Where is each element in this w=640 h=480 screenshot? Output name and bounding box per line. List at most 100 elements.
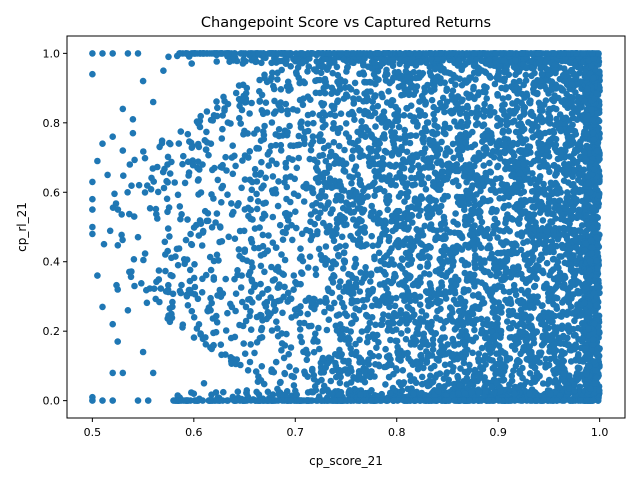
scatter-point xyxy=(315,324,322,332)
scatter-point xyxy=(373,266,381,274)
scatter-point xyxy=(403,148,411,156)
scatter-point xyxy=(232,89,240,97)
scatter-point xyxy=(506,288,513,296)
scatter-point xyxy=(134,233,142,241)
scatter-point xyxy=(321,89,329,97)
scatter-point xyxy=(336,212,344,219)
scatter-point xyxy=(167,140,174,148)
scatter-point xyxy=(249,263,256,271)
scatter-point xyxy=(232,290,240,298)
scatter-point xyxy=(229,142,236,149)
scatter-point xyxy=(487,356,494,364)
scatter-point xyxy=(557,340,564,347)
scatter-point xyxy=(400,82,407,89)
scatter-point xyxy=(154,163,161,171)
scatter-point xyxy=(547,244,554,252)
scatter-point xyxy=(282,159,290,167)
scatter-point xyxy=(395,207,403,215)
scatter-point xyxy=(241,246,249,253)
scatter-point xyxy=(550,286,558,293)
scatter-point xyxy=(536,359,543,366)
scatter-point xyxy=(341,168,349,175)
scatter-point xyxy=(451,95,459,103)
scatter-point xyxy=(208,391,215,399)
scatter-point xyxy=(312,330,319,338)
scatter-point xyxy=(575,176,582,184)
scatter-point xyxy=(334,129,342,137)
scatter-point xyxy=(371,109,379,117)
scatter-point xyxy=(568,310,576,317)
scatter-point xyxy=(479,132,487,140)
scatter-point xyxy=(575,279,583,286)
scatter-point xyxy=(548,189,555,196)
scatter-point xyxy=(437,298,444,305)
scatter-point xyxy=(514,68,521,76)
scatter-point xyxy=(404,261,412,269)
scatter-point xyxy=(449,309,456,316)
scatter-point xyxy=(415,322,423,330)
scatter-point xyxy=(457,365,464,372)
scatter-point xyxy=(352,348,360,356)
scatter-point xyxy=(178,211,185,218)
scatter-point xyxy=(379,134,387,141)
scatter-point xyxy=(286,295,294,302)
scatter-point xyxy=(384,327,392,334)
scatter-point xyxy=(392,294,400,302)
scatter-point xyxy=(218,135,226,142)
scatter-point xyxy=(403,320,410,327)
scatter-point xyxy=(524,287,532,295)
scatter-point xyxy=(114,242,122,249)
scatter-point xyxy=(400,282,408,289)
scatter-point xyxy=(290,286,297,294)
scatter-point xyxy=(164,225,172,232)
scatter-point xyxy=(437,226,445,233)
scatter-point xyxy=(325,316,333,324)
scatter-point xyxy=(295,141,303,149)
scatter-point xyxy=(431,116,438,123)
scatter-point xyxy=(566,346,574,354)
scatter-point xyxy=(428,88,435,95)
scatter-point xyxy=(218,199,225,206)
scatter-point xyxy=(337,110,345,117)
scatter-point xyxy=(350,290,357,297)
scatter-point xyxy=(155,267,163,274)
scatter-point xyxy=(456,382,464,389)
scatter-point xyxy=(426,271,433,278)
scatter-point xyxy=(499,361,507,368)
scatter-point xyxy=(527,111,535,118)
scatter-point xyxy=(397,222,404,230)
scatter-point xyxy=(262,99,270,106)
scatter-point xyxy=(398,164,405,171)
scatter-point xyxy=(390,309,398,317)
scatter-point xyxy=(480,121,488,128)
scatter-point xyxy=(246,358,254,366)
scatter-point xyxy=(356,147,363,155)
scatter-point xyxy=(277,378,284,386)
scatter-point xyxy=(348,320,355,327)
scatter-point xyxy=(517,147,524,154)
scatter-point xyxy=(360,124,367,131)
scatter-point xyxy=(253,205,261,213)
scatter-point xyxy=(257,280,264,288)
scatter-point xyxy=(438,334,446,342)
scatter-point xyxy=(458,193,466,201)
scatter-point xyxy=(258,158,265,166)
scatter-point xyxy=(461,261,469,269)
scatter-point xyxy=(302,346,310,354)
scatter-point xyxy=(573,116,581,123)
scatter-point xyxy=(380,268,388,276)
scatter-point xyxy=(560,370,567,378)
scatter-point xyxy=(164,153,172,161)
scatter-point xyxy=(472,334,480,341)
scatter-point xyxy=(412,379,420,387)
scatter-point xyxy=(573,147,581,155)
scatter-point xyxy=(429,346,437,353)
scatter-point xyxy=(205,151,212,159)
scatter-point xyxy=(499,377,507,384)
scatter-point xyxy=(436,208,444,215)
scatter-point xyxy=(295,74,303,82)
scatter-point xyxy=(260,131,268,139)
scatter-point xyxy=(427,365,435,372)
scatter-point xyxy=(486,322,494,330)
scatter-point xyxy=(481,100,488,108)
